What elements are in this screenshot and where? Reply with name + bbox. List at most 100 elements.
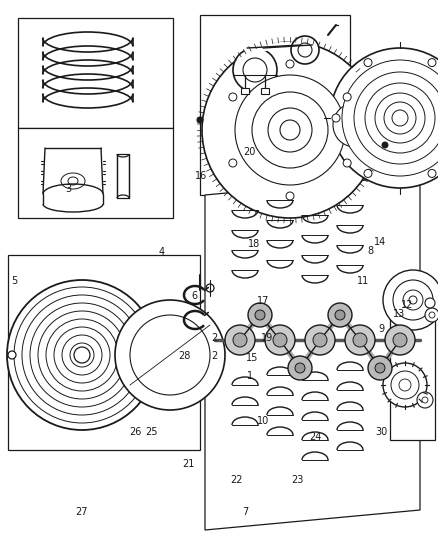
Circle shape — [268, 108, 312, 152]
Circle shape — [288, 356, 312, 380]
Text: 24: 24 — [309, 432, 321, 442]
Text: 10: 10 — [257, 416, 269, 426]
Circle shape — [248, 303, 272, 327]
Circle shape — [375, 93, 425, 143]
Circle shape — [323, 93, 387, 157]
Text: 23: 23 — [292, 475, 304, 484]
Text: 17: 17 — [257, 296, 269, 306]
Circle shape — [332, 114, 340, 122]
Circle shape — [202, 42, 378, 218]
Bar — [200, 15, 350, 195]
Circle shape — [8, 351, 16, 359]
Bar — [241, 88, 249, 94]
Bar — [261, 88, 269, 94]
Circle shape — [62, 335, 102, 375]
Circle shape — [354, 72, 438, 164]
Text: 9: 9 — [378, 325, 384, 334]
Circle shape — [368, 356, 392, 380]
Circle shape — [22, 295, 142, 415]
Circle shape — [343, 113, 367, 137]
Text: 18: 18 — [248, 239, 260, 249]
Text: 6: 6 — [192, 291, 198, 301]
Circle shape — [422, 397, 428, 403]
Circle shape — [243, 58, 267, 82]
Circle shape — [403, 290, 423, 310]
Circle shape — [304, 154, 316, 166]
Text: 15: 15 — [246, 353, 258, 363]
Circle shape — [252, 92, 328, 168]
Circle shape — [255, 310, 265, 320]
Circle shape — [342, 60, 438, 176]
Circle shape — [233, 48, 277, 92]
Circle shape — [364, 59, 372, 67]
Circle shape — [291, 36, 319, 64]
Circle shape — [393, 333, 407, 347]
Circle shape — [393, 280, 433, 320]
Polygon shape — [205, 175, 420, 530]
Circle shape — [225, 325, 255, 355]
Circle shape — [273, 333, 287, 347]
Circle shape — [343, 93, 351, 101]
Circle shape — [353, 333, 367, 347]
Text: 11: 11 — [357, 277, 370, 286]
Circle shape — [343, 159, 351, 167]
Bar — [18, 128, 173, 218]
Polygon shape — [8, 255, 200, 450]
Text: 2: 2 — [212, 334, 218, 343]
Circle shape — [409, 296, 417, 304]
Circle shape — [305, 325, 335, 355]
Circle shape — [417, 392, 433, 408]
Circle shape — [429, 312, 435, 318]
Circle shape — [345, 325, 375, 355]
Circle shape — [387, 337, 393, 343]
Text: 25: 25 — [145, 427, 157, 437]
Text: 19: 19 — [261, 334, 273, 343]
Polygon shape — [390, 280, 435, 440]
Circle shape — [233, 333, 247, 347]
Circle shape — [30, 303, 134, 407]
Circle shape — [115, 300, 225, 410]
Circle shape — [425, 298, 435, 308]
Circle shape — [375, 363, 385, 373]
Circle shape — [382, 142, 388, 148]
Circle shape — [298, 43, 312, 57]
Circle shape — [7, 280, 157, 430]
Circle shape — [364, 169, 372, 177]
Text: 22: 22 — [230, 475, 243, 484]
Circle shape — [383, 363, 427, 407]
Circle shape — [383, 270, 438, 330]
Circle shape — [333, 103, 377, 147]
Text: 3: 3 — [65, 184, 71, 194]
Circle shape — [328, 303, 352, 327]
Circle shape — [399, 379, 411, 391]
Circle shape — [330, 48, 438, 188]
Text: 8: 8 — [367, 246, 373, 255]
Circle shape — [428, 169, 436, 177]
Circle shape — [286, 192, 294, 200]
Circle shape — [286, 60, 294, 68]
Circle shape — [391, 371, 419, 399]
Bar — [117, 154, 129, 198]
Circle shape — [313, 333, 327, 347]
Text: 7: 7 — [242, 507, 248, 516]
Circle shape — [235, 75, 345, 185]
Circle shape — [280, 120, 300, 140]
Circle shape — [229, 93, 237, 101]
Circle shape — [385, 325, 415, 355]
Text: 20: 20 — [244, 147, 256, 157]
Circle shape — [38, 311, 126, 399]
Circle shape — [206, 284, 214, 292]
Text: 4: 4 — [159, 247, 165, 256]
Circle shape — [295, 363, 305, 373]
Text: 27: 27 — [75, 507, 87, 516]
Circle shape — [428, 59, 436, 67]
Circle shape — [74, 347, 90, 363]
Circle shape — [46, 319, 118, 391]
Bar — [18, 18, 173, 128]
Circle shape — [365, 83, 435, 153]
Text: 21: 21 — [182, 459, 194, 469]
Circle shape — [425, 308, 438, 322]
Text: 2: 2 — [212, 351, 218, 361]
Circle shape — [14, 287, 150, 423]
Circle shape — [392, 110, 408, 126]
